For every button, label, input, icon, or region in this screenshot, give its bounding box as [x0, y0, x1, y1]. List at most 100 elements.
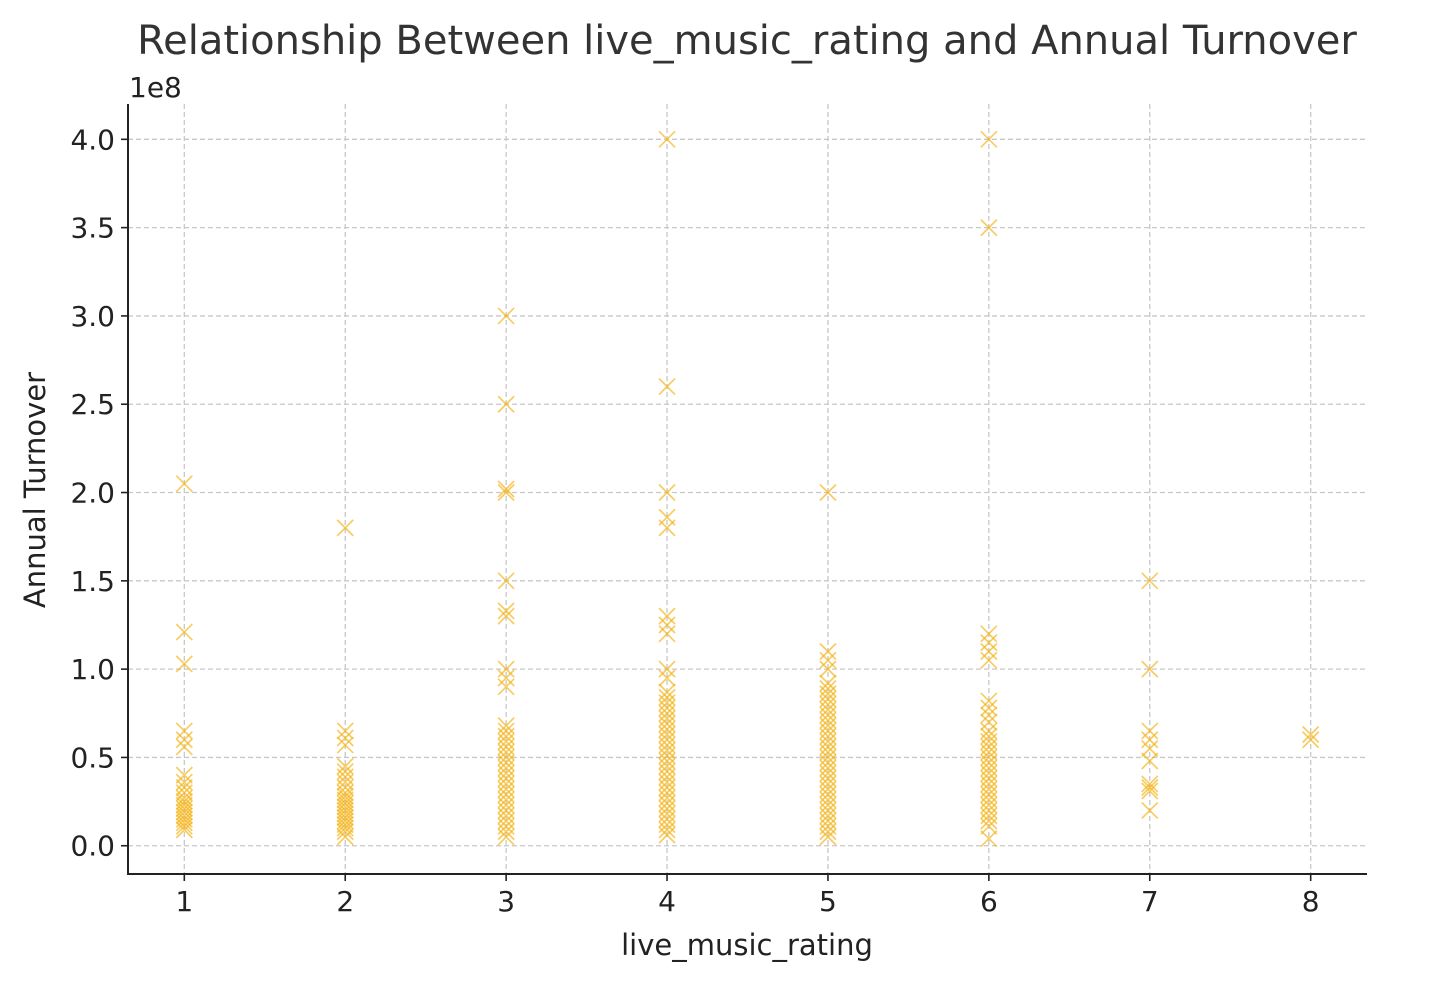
data-point: [1141, 782, 1159, 800]
data-point: [336, 819, 354, 837]
data-point: [980, 812, 998, 830]
data-point: [497, 607, 515, 625]
data-point: [336, 778, 354, 797]
data-point: [497, 483, 515, 502]
y-tick-label: 3.5: [70, 212, 115, 245]
data-point: [658, 625, 676, 643]
y-tick-label: 0.0: [70, 830, 115, 863]
y-axis-ticks: 0.0 0.5 1.0 1.5 2.0 2.5 3.0 3.5 4.0: [70, 123, 128, 863]
axis-spines: [127, 104, 1367, 875]
data-point: [175, 738, 193, 756]
data-point: [497, 828, 515, 846]
data-point: [658, 607, 676, 625]
data-point: [1141, 660, 1159, 678]
data-point: [980, 817, 998, 835]
data-point: [336, 729, 354, 747]
data-point: [336, 736, 354, 754]
y-tick-label: 1.5: [70, 565, 115, 598]
data-point: [658, 821, 676, 839]
y-tick-label: 4.0: [70, 123, 115, 156]
data-point: [980, 130, 998, 148]
data-point: [819, 660, 837, 678]
chart-title: Relationship Between live_music_rating a…: [137, 18, 1357, 64]
data-point: [1141, 572, 1159, 590]
data-point: [175, 731, 193, 749]
data-point: [336, 519, 354, 537]
x-tick-label: 8: [1302, 885, 1320, 918]
x-tick-label: 1: [175, 885, 193, 918]
data-point: [980, 651, 998, 669]
data-point: [980, 219, 998, 237]
data-point: [819, 828, 837, 846]
data-point: [175, 722, 193, 740]
data-point: [497, 660, 515, 678]
data-point: [497, 395, 515, 413]
data-point: [175, 821, 193, 839]
data-points: [175, 130, 1320, 848]
x-tick-label: 3: [497, 885, 515, 918]
data-point: [819, 483, 837, 502]
data-point: [980, 830, 998, 848]
data-point: [980, 692, 998, 710]
data-point: [658, 130, 676, 148]
data-point: [658, 377, 676, 396]
grid-lines: [128, 104, 1367, 874]
y-tick-label: 1.0: [70, 653, 115, 686]
data-point: [336, 828, 354, 846]
data-point: [1141, 801, 1159, 820]
data-point: [980, 699, 998, 717]
data-point: [658, 669, 676, 687]
y-tick-label: 2.5: [70, 388, 115, 421]
data-point: [175, 623, 193, 641]
data-point: [658, 616, 676, 634]
data-point: [497, 480, 515, 498]
data-point: [980, 625, 998, 643]
x-tick-label: 5: [819, 885, 837, 918]
data-point: [1141, 740, 1159, 758]
data-point: [175, 814, 193, 832]
y-tick-label: 2.0: [70, 477, 115, 510]
data-point: [336, 815, 354, 834]
data-point: [336, 823, 354, 841]
x-axis-label: live_music_rating: [621, 928, 873, 962]
x-tick-label: 2: [336, 885, 354, 918]
data-point: [497, 669, 515, 687]
data-point: [175, 817, 193, 835]
data-point: [336, 722, 354, 740]
data-point: [1141, 731, 1159, 749]
data-point: [658, 660, 676, 678]
data-point: [1302, 725, 1320, 744]
data-point: [819, 642, 837, 661]
axes: [127, 104, 1367, 875]
data-point: [1141, 722, 1159, 740]
data-point: [175, 655, 193, 673]
data-point: [497, 572, 515, 590]
data-point: [980, 706, 998, 724]
data-point: [1141, 775, 1159, 793]
data-point: [1141, 752, 1159, 770]
x-axis-ticks: 1 2 3 4 5 6 7 8: [175, 874, 1320, 918]
y-axis-label: Annual Turnover: [18, 372, 52, 608]
data-point: [1302, 731, 1320, 749]
x-tick-label: 4: [658, 885, 676, 918]
data-point: [497, 602, 515, 620]
y-offset-label: 1e8: [129, 71, 182, 104]
y-tick-label: 0.5: [70, 741, 115, 774]
data-point: [819, 823, 837, 841]
data-point: [175, 784, 193, 802]
data-point: [497, 307, 515, 325]
data-point: [658, 483, 676, 502]
data-point: [658, 519, 676, 537]
data-point: [819, 651, 837, 669]
data-point: [980, 634, 998, 652]
x-tick-label: 6: [980, 885, 998, 918]
data-point: [1141, 778, 1159, 797]
data-point: [658, 826, 676, 844]
data-point: [497, 678, 515, 696]
data-point: [980, 713, 998, 731]
x-tick-label: 7: [1141, 885, 1159, 918]
data-point: [175, 475, 193, 493]
data-point: [497, 823, 515, 841]
data-point: [980, 642, 998, 661]
